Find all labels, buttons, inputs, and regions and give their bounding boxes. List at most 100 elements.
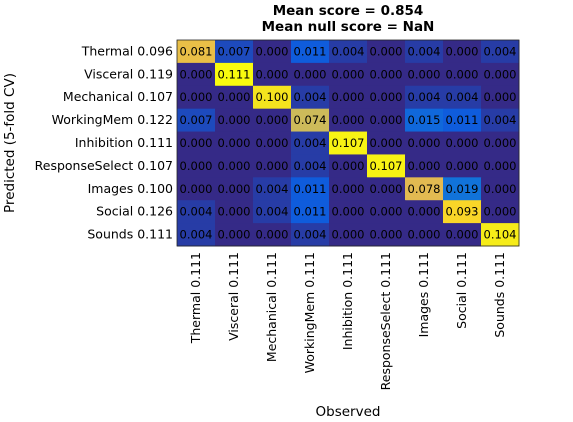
cell-value-label: 0.000 bbox=[484, 205, 517, 219]
heatmap-cell bbox=[253, 223, 292, 247]
y-tick-label: Inhibition 0.111 bbox=[75, 135, 173, 150]
cell-value-label: 0.000 bbox=[218, 205, 251, 219]
heatmap-cell bbox=[177, 108, 216, 133]
heatmap-cell bbox=[367, 223, 406, 247]
heatmap-cell bbox=[215, 62, 254, 87]
heatmap-cell bbox=[367, 200, 406, 224]
heatmap-cell bbox=[177, 85, 216, 110]
cell-value-label: 0.000 bbox=[218, 136, 251, 150]
cell-value-label: 0.000 bbox=[370, 136, 403, 150]
heatmap-cell bbox=[443, 131, 482, 155]
heatmap-cell bbox=[215, 131, 254, 155]
cell-value-label: 0.019 bbox=[446, 182, 479, 196]
heatmap-cell bbox=[291, 200, 330, 224]
cell-value-label: 0.000 bbox=[332, 90, 365, 104]
heatmap-cell bbox=[253, 154, 292, 178]
heatmap-cell bbox=[405, 223, 444, 247]
heatmap-cell bbox=[405, 40, 444, 64]
cell-value-label: 0.004 bbox=[446, 90, 479, 104]
cell-value-label: 0.004 bbox=[180, 205, 213, 219]
heatmap-cell bbox=[405, 154, 444, 178]
heatmap-cell bbox=[177, 131, 216, 155]
heatmap-cell bbox=[177, 40, 216, 64]
heatmap-cell bbox=[215, 177, 254, 201]
x-axis-label: Observed bbox=[316, 404, 381, 420]
cell-value-label: 0.000 bbox=[370, 205, 403, 219]
cell-value-label: 0.000 bbox=[408, 205, 441, 219]
heatmap-cell bbox=[481, 177, 520, 201]
cell-value-label: 0.000 bbox=[294, 67, 327, 81]
y-tick-label: Social 0.126 bbox=[96, 204, 173, 219]
y-tick-label: WorkingMem 0.122 bbox=[52, 112, 173, 127]
cell-value-label: 0.000 bbox=[332, 182, 365, 196]
heatmap-cell bbox=[291, 154, 330, 178]
cell-value-label: 0.004 bbox=[256, 205, 289, 219]
heatmap-cell bbox=[329, 131, 368, 155]
cell-value-label: 0.000 bbox=[446, 67, 479, 81]
cell-value-label: 0.107 bbox=[370, 159, 403, 173]
heatmap-cell bbox=[481, 85, 520, 110]
heatmap-cell bbox=[481, 154, 520, 178]
cell-value-label: 0.000 bbox=[484, 67, 517, 81]
heatmap-cell bbox=[443, 62, 482, 87]
heatmap-cell bbox=[329, 177, 368, 201]
heatmap-cell bbox=[443, 40, 482, 64]
heatmap-cell bbox=[329, 40, 368, 64]
heatmap-cell bbox=[481, 108, 520, 133]
heatmap-cell bbox=[291, 108, 330, 133]
heatmap-cell bbox=[481, 62, 520, 87]
x-tick-label: Social 0.111 bbox=[454, 252, 469, 329]
cell-value-label: 0.000 bbox=[180, 159, 213, 173]
cell-value-label: 0.000 bbox=[484, 159, 517, 173]
cell-value-label: 0.004 bbox=[294, 136, 327, 150]
heatmap-cell bbox=[367, 62, 406, 87]
cell-value-label: 0.111 bbox=[218, 67, 251, 81]
heatmap-cell bbox=[291, 131, 330, 155]
plot-frame bbox=[176, 39, 520, 247]
heatmap-cell bbox=[215, 154, 254, 178]
heatmap-cells bbox=[177, 40, 520, 247]
cell-value-label: 0.000 bbox=[370, 228, 403, 242]
heatmap-cell bbox=[291, 177, 330, 201]
cell-value-label: 0.015 bbox=[408, 113, 441, 127]
y-tick-label: Visceral 0.119 bbox=[84, 66, 173, 81]
cell-value-label: 0.000 bbox=[446, 136, 479, 150]
heatmap-cell bbox=[481, 223, 520, 247]
y-tick-label: Mechanical 0.107 bbox=[63, 89, 173, 104]
cell-value-label: 0.000 bbox=[408, 67, 441, 81]
cell-value-label: 0.000 bbox=[332, 228, 365, 242]
cell-value-label: 0.000 bbox=[256, 228, 289, 242]
cell-value-label: 0.000 bbox=[332, 205, 365, 219]
cell-value-label: 0.000 bbox=[332, 67, 365, 81]
heatmap-cell bbox=[443, 85, 482, 110]
heatmap-cell bbox=[367, 85, 406, 110]
cell-value-label: 0.000 bbox=[332, 113, 365, 127]
y-tick-label: Thermal 0.096 bbox=[81, 43, 173, 58]
heatmap-cell bbox=[329, 223, 368, 247]
cell-value-label: 0.000 bbox=[332, 159, 365, 173]
heatmap-cell bbox=[253, 177, 292, 201]
heatmap-cell bbox=[367, 177, 406, 201]
heatmap-cell bbox=[253, 85, 292, 110]
heatmap-cell bbox=[443, 108, 482, 133]
cell-value-label: 0.000 bbox=[180, 182, 213, 196]
x-tick-label: ResponseSelect 0.111 bbox=[378, 252, 393, 390]
cell-value-label: 0.000 bbox=[180, 67, 213, 81]
heatmap-cell bbox=[329, 62, 368, 87]
heatmap-cell bbox=[177, 62, 216, 87]
x-tick-label: Mechanical 0.111 bbox=[264, 252, 279, 362]
cell-value-label: 0.078 bbox=[408, 182, 441, 196]
cell-value-label: 0.093 bbox=[446, 205, 479, 219]
cell-value-label: 0.004 bbox=[408, 44, 441, 58]
heatmap-cell bbox=[367, 108, 406, 133]
heatmap-cell bbox=[177, 200, 216, 224]
heatmap-cell bbox=[215, 200, 254, 224]
heatmap-cell bbox=[329, 85, 368, 110]
heatmap-cell bbox=[329, 200, 368, 224]
y-axis-label: Predicted (5-fold CV) bbox=[2, 73, 18, 213]
heatmap-cell bbox=[443, 177, 482, 201]
heatmap-cell bbox=[481, 40, 520, 64]
cell-value-label: 0.000 bbox=[256, 136, 289, 150]
cell-value-label: 0.000 bbox=[218, 182, 251, 196]
cell-value-label: 0.100 bbox=[256, 90, 289, 104]
